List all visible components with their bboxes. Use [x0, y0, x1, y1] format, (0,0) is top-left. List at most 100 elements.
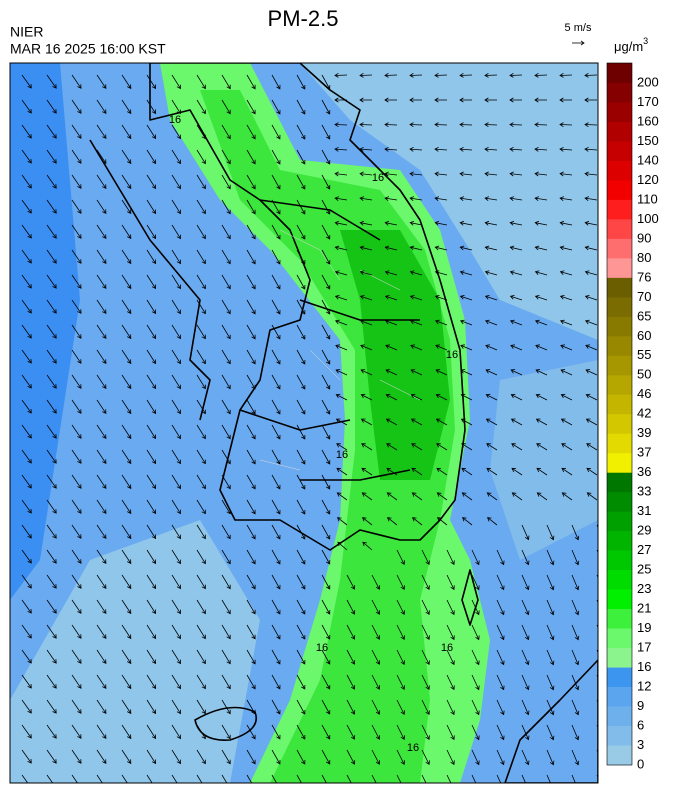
- wind-arrow: [96, 99, 107, 114]
- wind-arrow: [561, 443, 573, 451]
- wind-arrow: [46, 374, 57, 389]
- wind-arrow: [21, 399, 32, 414]
- wind-arrow: [146, 774, 153, 783]
- wind-arrow: [571, 574, 580, 591]
- wind-arrow: [221, 774, 228, 783]
- map-frame: [9, 62, 599, 784]
- colorbar-segment: [607, 394, 632, 415]
- wind-arrow: [171, 724, 181, 740]
- wind-arrow: [246, 674, 256, 690]
- wind-arrow: [246, 249, 256, 265]
- wind-arrow: [146, 724, 157, 740]
- wind-arrow: [46, 599, 57, 614]
- wind-arrow: [96, 624, 107, 639]
- colorbar-segment: [607, 83, 632, 103]
- wind-arrow: [584, 122, 598, 128]
- wind-arrow: [146, 74, 157, 90]
- wind-arrow: [46, 274, 57, 289]
- wind-arrow: [321, 149, 331, 165]
- wind-arrow: [46, 574, 57, 589]
- wind-arrow: [71, 99, 82, 114]
- wind-arrow: [146, 224, 157, 240]
- wind-arrow: [71, 149, 82, 164]
- wind-arrow: [421, 674, 430, 690]
- wind-arrow: [434, 122, 448, 128]
- wind-arrow: [146, 349, 157, 365]
- wind-arrow: [96, 299, 107, 314]
- wind-arrow: [246, 149, 256, 165]
- colorbar-segment: [607, 355, 632, 376]
- wind-arrow: [196, 574, 206, 590]
- wind-arrow: [221, 324, 231, 340]
- wind-arrow: [121, 349, 132, 365]
- wind-arrow: [371, 774, 377, 783]
- wind-arrow: [71, 674, 82, 689]
- wind-arrow: [146, 599, 157, 615]
- wind-arrow: [21, 324, 32, 339]
- wind-arrow: [571, 624, 580, 641]
- wind-arrow: [196, 274, 206, 290]
- wind-arrow: [96, 149, 107, 164]
- wind-arrow: [221, 424, 231, 440]
- wind-arrow: [121, 749, 132, 765]
- wind-arrow: [21, 299, 32, 314]
- wind-arrow: [296, 674, 306, 690]
- wind-arrow: [46, 74, 57, 89]
- wind-arrow: [21, 224, 32, 239]
- wind-arrow: [359, 270, 373, 276]
- wind-arrow: [585, 393, 598, 401]
- colorbar-segment: [607, 511, 632, 532]
- wind-arrow: [496, 599, 505, 616]
- province-borders: [239, 199, 420, 481]
- wind-arrow: [146, 274, 157, 290]
- wind-arrow: [321, 499, 331, 515]
- wind-arrow: [386, 492, 398, 501]
- wind-arrow: [459, 146, 473, 152]
- wind-arrow: [171, 149, 181, 165]
- wind-arrow: [434, 220, 448, 226]
- wind-arrow: [46, 399, 57, 414]
- wind-arrow: [296, 699, 306, 715]
- wind-arrow: [334, 196, 348, 202]
- wind-arrow: [21, 774, 29, 783]
- wind-arrow: [246, 99, 256, 115]
- wind-arrow: [96, 599, 107, 614]
- wind-arrow: [559, 220, 573, 226]
- wind-arrow: [221, 749, 231, 765]
- wind-arrow: [21, 649, 32, 664]
- wind-arrow: [71, 624, 82, 639]
- wind-arrow: [321, 74, 331, 90]
- wind-arrow: [371, 674, 380, 690]
- wind-arrow: [521, 549, 530, 566]
- wind-arrow: [196, 649, 206, 665]
- wind-arrow: [221, 699, 231, 715]
- wind-arrow: [71, 424, 82, 439]
- wind-arrow: [346, 599, 356, 615]
- colorbar-segment: [607, 492, 632, 512]
- wind-arrow: [321, 749, 331, 765]
- wind-arrow: [296, 449, 306, 465]
- wind-arrow: [446, 624, 455, 641]
- wind-arrow: [71, 299, 82, 314]
- wind-arrow: [359, 97, 372, 103]
- wind-arrow: [396, 749, 405, 766]
- wind-arrow: [396, 624, 405, 641]
- colorbar-label: 160: [637, 113, 659, 128]
- colorbar-segment: [607, 160, 632, 181]
- wind-arrow: [471, 774, 477, 783]
- wind-arrow: [171, 549, 181, 565]
- colorbar-segment: [607, 531, 632, 551]
- wind-arrow: [196, 74, 206, 90]
- contour-label: 16: [336, 449, 348, 461]
- colorbar-segment: [607, 472, 632, 493]
- wind-arrow: [584, 220, 598, 226]
- wind-arrow: [121, 124, 132, 140]
- wind-arrow: [484, 146, 498, 152]
- wind-arrow: [21, 524, 32, 539]
- wind-arrow: [146, 199, 157, 215]
- wind-arrow: [461, 467, 473, 476]
- wind-arrow: [296, 174, 306, 190]
- wind-scale-label: 5 m/s: [565, 22, 592, 34]
- wind-arrow: [296, 299, 306, 315]
- wind-arrow: [371, 649, 380, 665]
